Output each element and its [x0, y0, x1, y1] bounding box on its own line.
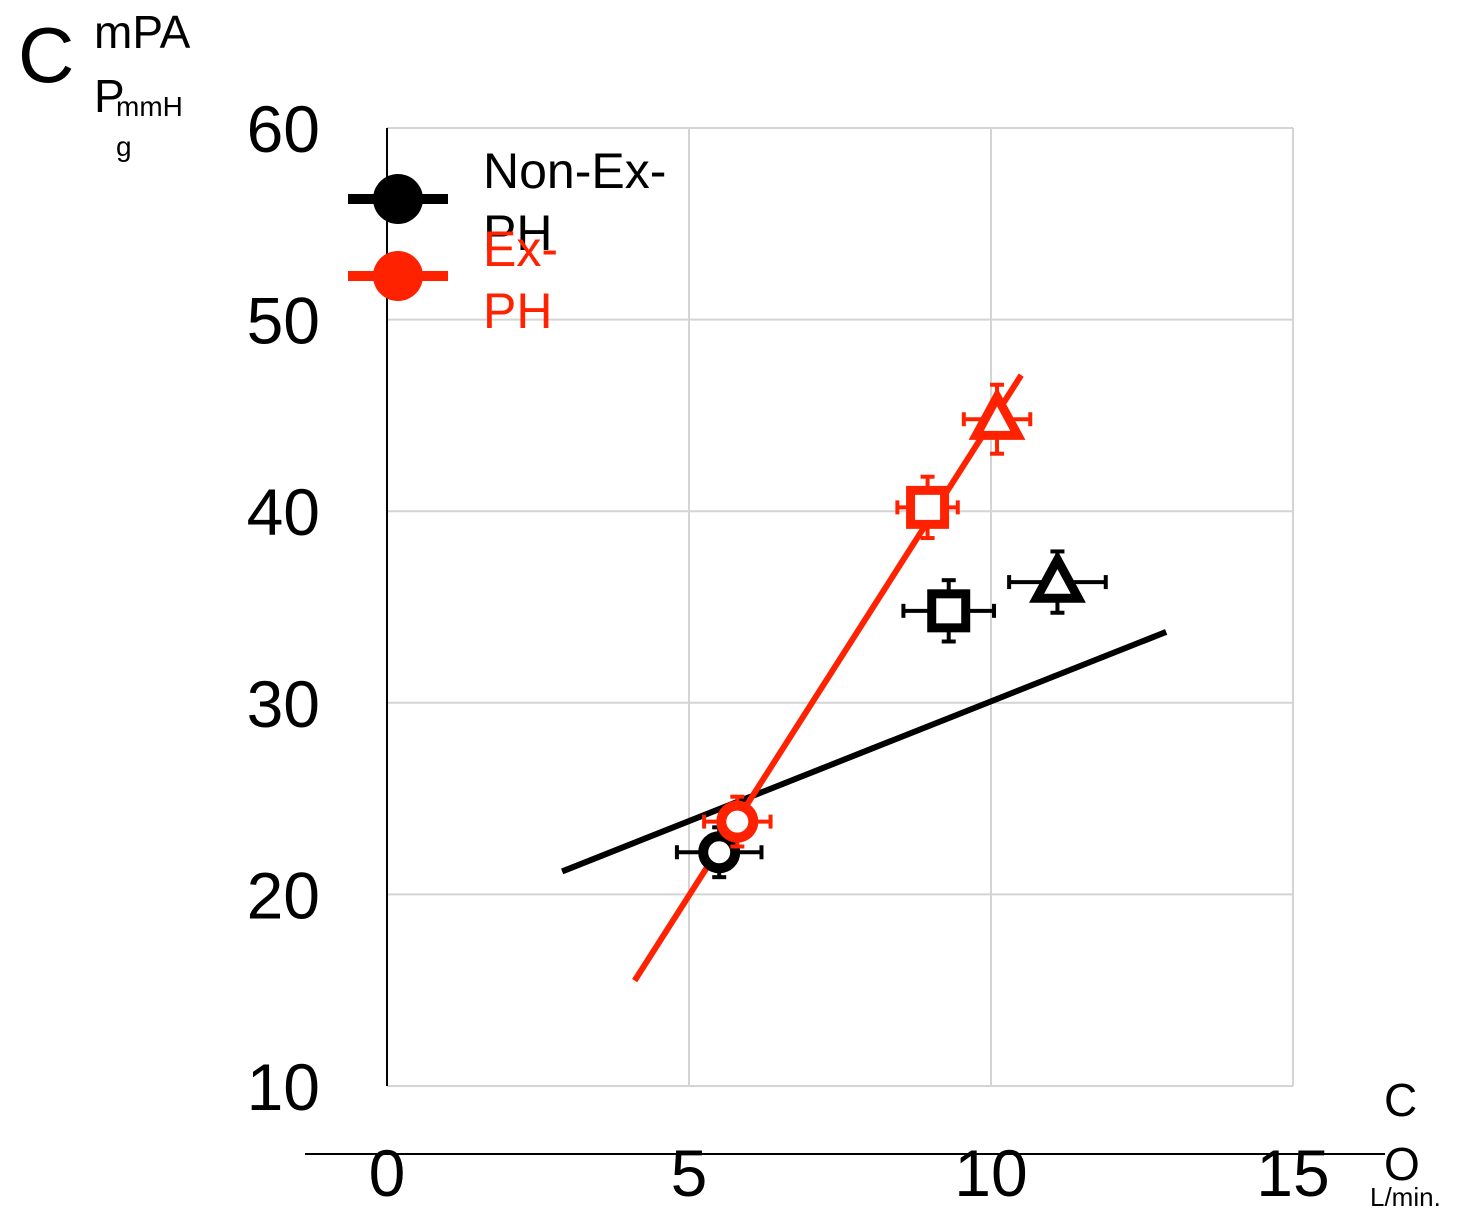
x-axis-label-unit: L/min. [1370, 1182, 1441, 1211]
fit-line [561, 629, 1168, 875]
tick-labels: 10 20 30 40 50 60 0 5 10 15 [247, 92, 1330, 1210]
y-axis-label: C mPA P mmH g [18, 6, 191, 162]
axes [305, 128, 1385, 1155]
marker-triangle [968, 387, 1026, 440]
marker-triangle [1029, 550, 1086, 603]
marker-circle [716, 800, 759, 843]
marker-square [906, 485, 950, 529]
data-point [961, 382, 1033, 456]
marker-square [927, 589, 971, 633]
legend-marker [373, 174, 423, 224]
y-tick-label: 20 [247, 858, 320, 932]
x-tick-label: 15 [1256, 1136, 1329, 1210]
y-tick-label: 50 [247, 284, 320, 358]
data-point [1007, 549, 1108, 615]
y-tick-label: 60 [247, 92, 320, 166]
marker-circle [698, 831, 741, 874]
legend-label: Ex- [483, 221, 558, 277]
legend-label: Non-Ex- [483, 143, 666, 199]
y-axis-label-main: C [18, 11, 74, 99]
x-tick-label: 10 [954, 1136, 1027, 1210]
legend-marker [373, 251, 423, 301]
fit-line [632, 373, 1024, 983]
y-axis-label-sub3: mmH [116, 91, 183, 122]
y-axis-label-sub2: P [94, 70, 125, 122]
y-tick-label: 40 [247, 475, 320, 549]
fit-lines [561, 373, 1168, 983]
data-point [895, 474, 960, 541]
data-point [702, 794, 773, 849]
data-point [901, 578, 997, 644]
y-tick-label: 10 [247, 1050, 320, 1124]
x-axis-label-line2: O [1384, 1138, 1420, 1190]
legend-entry: Ex- PH [348, 221, 558, 339]
grid [387, 127, 1294, 1087]
data-point [674, 825, 764, 880]
x-axis-label-line1: C [1384, 1074, 1417, 1126]
x-tick-label: 5 [671, 1136, 708, 1210]
y-tick-label: 30 [247, 667, 320, 741]
data-points [674, 382, 1108, 880]
y-axis-label-sub1: mPA [94, 6, 191, 58]
legend-label: PH [483, 205, 552, 261]
y-axis-label-sub4: g [116, 131, 132, 162]
legend-entry: Non-Ex- PH [348, 143, 666, 261]
legend-label: PH [483, 283, 552, 339]
x-tick-label: 0 [369, 1136, 406, 1210]
x-axis-label: C O L/min. [1370, 1074, 1441, 1211]
